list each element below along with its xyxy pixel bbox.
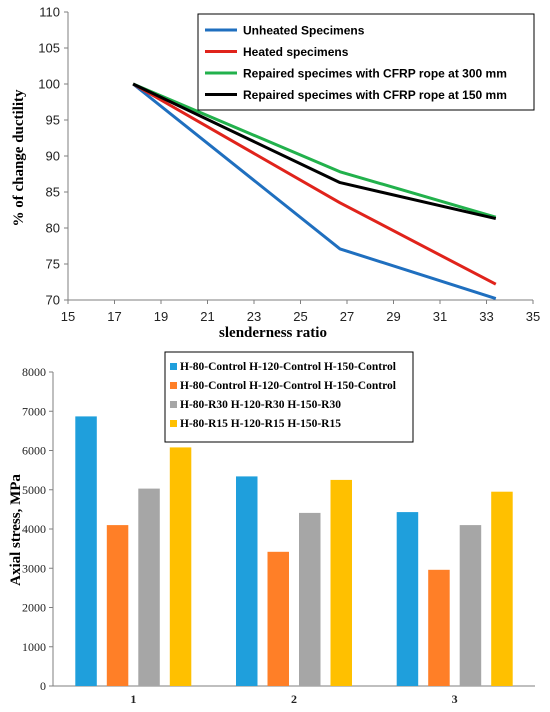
x-tick-label: 1 bbox=[130, 692, 136, 706]
line-chart-x-axis-title: slenderness ratio bbox=[219, 325, 327, 341]
x-tick-label: 15 bbox=[61, 309, 75, 324]
line-chart-y-tick-labels: 70 75 80 85 90 95 100 105 110 bbox=[38, 5, 60, 308]
bar-1-cat-1 bbox=[75, 416, 97, 686]
bar-4-cat-2 bbox=[330, 479, 352, 686]
bar-chart-bars bbox=[75, 416, 513, 686]
x-tick-label: 2 bbox=[291, 692, 297, 706]
legend-label-1: Unheated Specimens bbox=[243, 24, 365, 38]
bar-chart-legend-box bbox=[164, 351, 414, 443]
bar-3-cat-2 bbox=[299, 512, 321, 686]
y-tick-label: 80 bbox=[46, 221, 60, 236]
series-line-4 bbox=[132, 82, 497, 221]
legend-label-3: H-80-R30 H-120-R30 H-150-R30 bbox=[180, 399, 341, 411]
y-tick-label: 70 bbox=[46, 293, 60, 308]
bar-chart-x-tick-labels: 1 2 3 bbox=[130, 692, 457, 706]
bar-1-cat-2 bbox=[236, 476, 258, 686]
line-chart-axes bbox=[64, 11, 534, 304]
line-chart: 70 75 80 85 90 95 100 105 110 15 17 19 21 23 25 27 29 31… bbox=[11, 5, 540, 342]
y-tick-label: 100 bbox=[38, 77, 60, 92]
series-line-3 bbox=[132, 82, 497, 219]
bar-2-cat-2 bbox=[267, 551, 289, 686]
legend-swatch-2 bbox=[170, 382, 177, 389]
y-tick-label: 4000 bbox=[22, 522, 46, 536]
line-chart-legend: Unheated Specimens Heated specimens Repair… bbox=[197, 13, 535, 111]
x-tick-label: 21 bbox=[200, 309, 214, 324]
y-tick-label: 0 bbox=[40, 679, 46, 693]
bar-3-cat-1 bbox=[138, 488, 160, 686]
bar-chart: 0 1000 2000 3000 4000 5000 6000 7000 8000 1 2 3 H-… bbox=[8, 351, 535, 706]
line-chart-y-axis-title: % of change ductility bbox=[11, 89, 27, 227]
x-tick-label: 27 bbox=[340, 309, 354, 324]
y-tick-label: 105 bbox=[38, 41, 60, 56]
legend-label-2: H-80-Control H-120-Control H-150-Control bbox=[180, 380, 396, 392]
legend-swatch-1 bbox=[170, 363, 177, 370]
series-line-1 bbox=[132, 82, 497, 301]
x-tick-label: 35 bbox=[526, 309, 540, 324]
bar-4-cat-3 bbox=[491, 491, 513, 686]
legend-label-3: Repaired specimes with CFRP rope at 300 … bbox=[243, 67, 507, 81]
x-tick-label: 23 bbox=[247, 309, 261, 324]
y-tick-label: 95 bbox=[46, 113, 60, 128]
bar-chart-y-axis-title: Axial stress, MPa bbox=[8, 474, 24, 586]
legend-label-4: Repaired specimes with CFRP rope at 150 … bbox=[243, 88, 507, 102]
y-tick-label: 1000 bbox=[22, 640, 46, 654]
series-line-2 bbox=[132, 82, 497, 286]
bar-chart-axes bbox=[49, 371, 535, 687]
y-tick-label: 8000 bbox=[22, 365, 46, 379]
x-tick-label: 3 bbox=[452, 692, 458, 706]
legend-label-4: H-80-R15 H-120-R15 H-150-R15 bbox=[180, 418, 341, 430]
line-chart-legend-box bbox=[197, 13, 535, 111]
legend-label-1: H-80-Control H-120-Control H-150-Control bbox=[180, 361, 396, 373]
line-chart-series bbox=[132, 82, 497, 301]
x-tick-label: 25 bbox=[293, 309, 307, 324]
legend-swatch-3 bbox=[170, 401, 177, 408]
y-tick-label: 3000 bbox=[22, 561, 46, 575]
y-tick-label: 6000 bbox=[22, 444, 46, 458]
y-tick-label: 85 bbox=[46, 185, 60, 200]
bar-chart-y-tick-labels: 0 1000 2000 3000 4000 5000 6000 7000 8000 bbox=[22, 365, 46, 693]
x-tick-label: 17 bbox=[107, 309, 121, 324]
x-tick-label: 19 bbox=[154, 309, 168, 324]
x-tick-label: 31 bbox=[433, 309, 447, 324]
legend-label-2: Heated specimens bbox=[243, 45, 349, 59]
y-tick-label: 7000 bbox=[22, 404, 46, 418]
bar-1-cat-3 bbox=[396, 512, 419, 686]
bar-3-cat-3 bbox=[459, 525, 482, 686]
y-tick-label: 110 bbox=[39, 5, 60, 20]
bar-2-cat-1 bbox=[106, 525, 129, 686]
bar-4-cat-1 bbox=[169, 447, 192, 686]
line-chart-x-tick-labels: 15 17 19 21 23 25 27 29 31 33 35 bbox=[61, 309, 540, 324]
x-tick-label: 29 bbox=[386, 309, 400, 324]
bar-chart-legend: H-80-Control H-120-Control H-150-Control… bbox=[164, 351, 414, 443]
bar-2-cat-3 bbox=[428, 569, 450, 686]
y-tick-label: 5000 bbox=[22, 483, 46, 497]
y-tick-label: 90 bbox=[46, 149, 60, 164]
y-tick-label: 75 bbox=[46, 257, 60, 272]
legend-swatch-4 bbox=[170, 420, 177, 427]
y-tick-label: 2000 bbox=[22, 601, 46, 615]
x-tick-label: 33 bbox=[479, 309, 493, 324]
